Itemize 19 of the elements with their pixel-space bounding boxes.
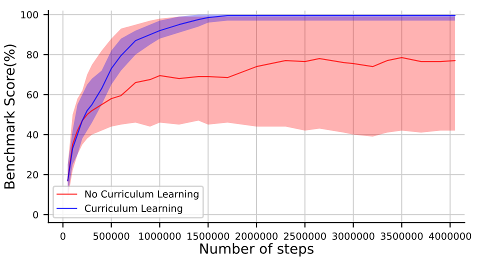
- x-axis-title: Number of steps: [200, 243, 314, 257]
- y-tick-label: 40: [26, 131, 38, 138]
- legend-label: No Curriculum Learning: [85, 190, 198, 200]
- x-tick-label: 2000000: [236, 232, 278, 240]
- x-tick-label: 500000: [94, 232, 130, 240]
- x-tick-label: 4000000: [428, 232, 472, 240]
- x-tick-label: 1000000: [139, 232, 181, 240]
- y-tick-label: 0: [33, 211, 38, 218]
- x-tick-label: 2500000: [284, 232, 326, 240]
- y-axis-title: Benchmark Score(%): [4, 44, 16, 188]
- x-tick-label: 3500000: [380, 232, 423, 240]
- x-tick-label: 0: [60, 232, 66, 240]
- y-tick-label: 80: [26, 51, 38, 58]
- x-tick-label: 1500000: [188, 232, 230, 240]
- legend-label: Curriculum Learning: [84, 204, 182, 214]
- y-tick-label: 60: [26, 91, 38, 98]
- y-tick-label: 20: [27, 171, 38, 178]
- y-tick-label: 100: [21, 11, 38, 18]
- x-tick-label: 3000000: [332, 232, 374, 240]
